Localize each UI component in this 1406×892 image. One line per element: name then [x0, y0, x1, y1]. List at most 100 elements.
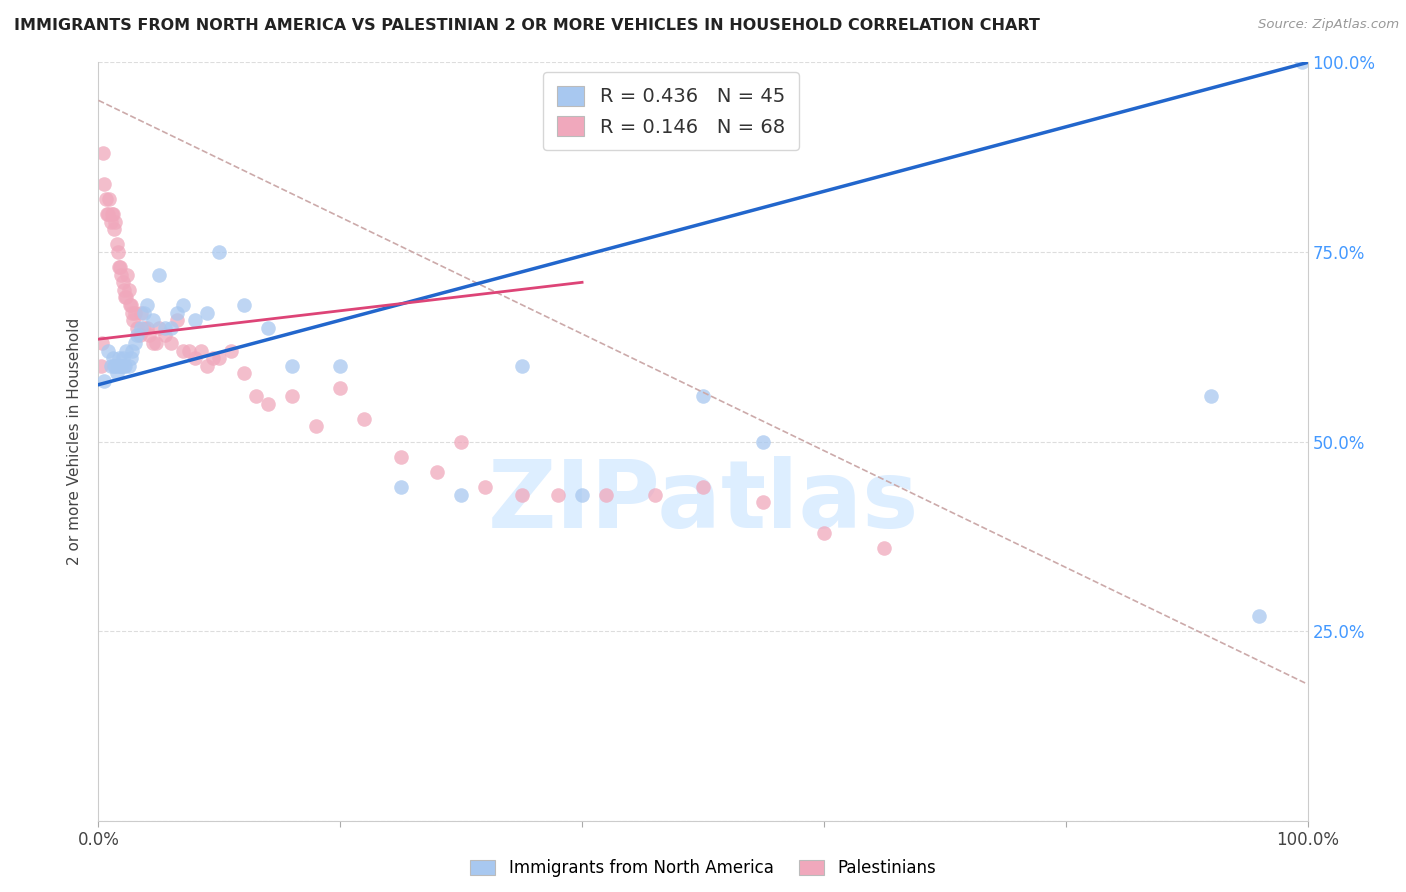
Point [118, 298, 141, 312]
Point [510, 359, 533, 373]
Point [1249, 608, 1271, 623]
Point [129, 320, 152, 334]
Point [329, 382, 352, 396]
Point [281, 389, 304, 403]
Point [93, 374, 115, 388]
Text: ZIPatlas: ZIPatlas [488, 456, 918, 549]
Point [595, 487, 617, 501]
Point [426, 465, 449, 479]
Point [692, 480, 714, 494]
Point [221, 343, 243, 358]
Point [547, 487, 569, 501]
Point [510, 487, 533, 501]
Point [128, 328, 150, 343]
Point [91, 146, 114, 161]
Point [108, 359, 131, 373]
Point [172, 298, 194, 312]
Point [208, 351, 231, 366]
Point [142, 313, 165, 327]
Point [118, 283, 141, 297]
Point [172, 343, 194, 358]
Point [110, 359, 132, 373]
Point [108, 351, 131, 366]
Point [121, 305, 143, 319]
Point [208, 244, 231, 259]
Point [202, 351, 225, 366]
Point [101, 207, 124, 221]
Point [105, 366, 128, 380]
Point [100, 207, 122, 221]
Point [389, 480, 412, 494]
Point [134, 320, 156, 334]
Point [256, 396, 278, 410]
Point [104, 214, 127, 228]
Text: Source: ZipAtlas.com: Source: ZipAtlas.com [1258, 18, 1399, 31]
Point [91, 335, 114, 350]
Point [120, 351, 142, 366]
Point [179, 343, 201, 358]
Point [232, 298, 254, 312]
Point [111, 275, 134, 289]
Point [121, 343, 143, 358]
Point [1199, 389, 1222, 403]
Point [153, 328, 176, 343]
Point [100, 214, 122, 228]
Point [190, 343, 212, 358]
Point [232, 366, 254, 380]
Point [160, 320, 183, 334]
Point [184, 351, 207, 366]
Point [142, 335, 165, 350]
Point [115, 343, 138, 358]
Point [752, 434, 775, 449]
Point [145, 335, 167, 350]
Point [124, 305, 146, 319]
Point [184, 313, 207, 327]
Point [245, 389, 267, 403]
Legend: R = 0.436   N = 45, R = 0.146   N = 68: R = 0.436 N = 45, R = 0.146 N = 68 [544, 72, 799, 150]
Point [103, 222, 125, 236]
Point [120, 298, 142, 312]
Point [281, 359, 304, 373]
Point [195, 305, 218, 319]
Point [98, 192, 121, 206]
Point [100, 359, 122, 373]
Point [97, 207, 120, 221]
Point [129, 305, 152, 319]
Point [105, 237, 128, 252]
Point [135, 320, 157, 334]
Point [450, 487, 472, 501]
Point [873, 541, 896, 555]
Point [118, 359, 141, 373]
Point [148, 268, 170, 282]
Point [108, 260, 131, 275]
Point [166, 305, 188, 319]
Point [115, 291, 138, 305]
Point [97, 343, 120, 358]
Point [107, 244, 129, 259]
Point [104, 359, 127, 373]
Point [122, 313, 145, 327]
Point [148, 320, 170, 334]
Point [114, 359, 136, 373]
Point [256, 320, 278, 334]
Point [134, 305, 156, 319]
Point [692, 389, 714, 403]
Point [110, 268, 132, 282]
Point [450, 434, 472, 449]
Point [160, 335, 183, 350]
Legend: Immigrants from North America, Palestinians: Immigrants from North America, Palestini… [464, 853, 942, 884]
Point [389, 450, 412, 464]
Point [153, 320, 176, 334]
Point [138, 328, 160, 343]
Y-axis label: 2 or more Vehicles in Household: 2 or more Vehicles in Household [67, 318, 83, 566]
Point [93, 177, 115, 191]
Point [305, 419, 328, 434]
Point [329, 359, 352, 373]
Point [813, 525, 835, 540]
Point [108, 260, 131, 275]
Point [571, 487, 593, 501]
Point [1291, 55, 1313, 70]
Point [112, 283, 135, 297]
Point [474, 480, 496, 494]
Point [644, 487, 666, 501]
